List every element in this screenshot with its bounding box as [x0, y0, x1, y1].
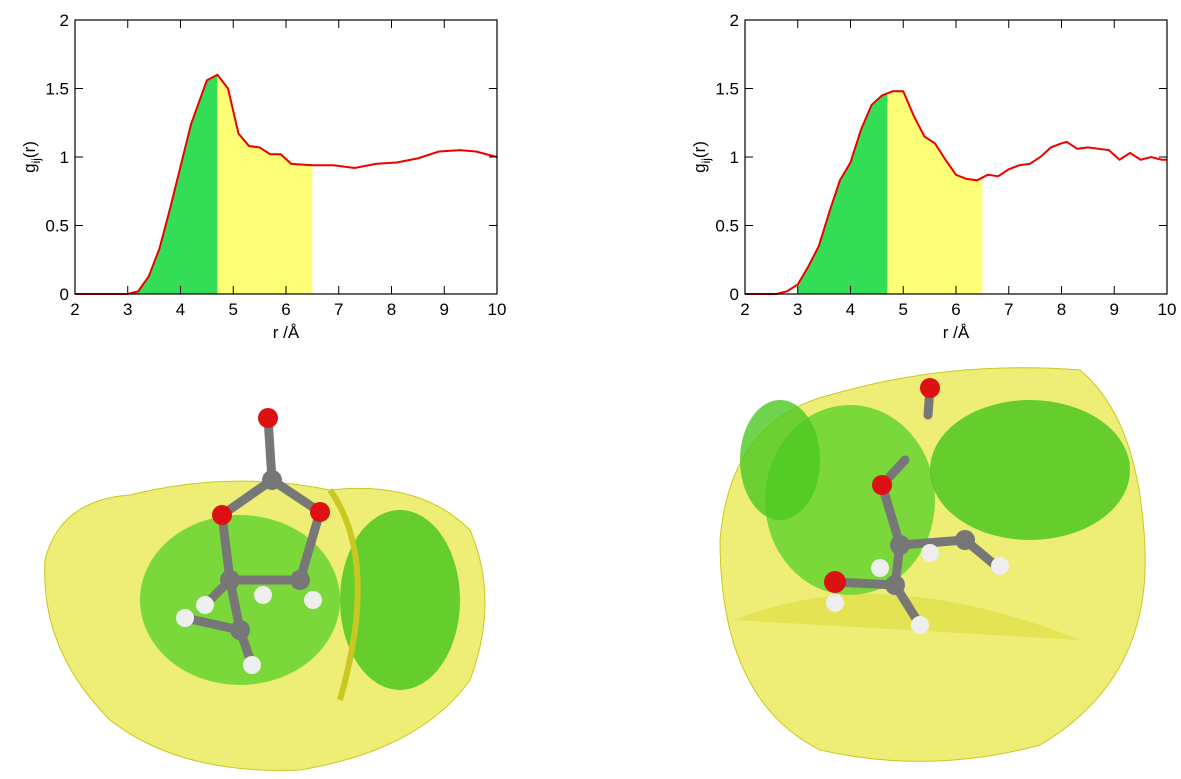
x-tick-label: 5 [229, 300, 238, 319]
y-axis-label-part: (r) [20, 141, 39, 158]
y-tick-label: 0 [60, 285, 69, 304]
molecule-render-right [719, 367, 1146, 762]
x-tick-label: 4 [846, 300, 855, 319]
x-tick-label: 2 [740, 300, 749, 319]
x-tick-label: 6 [951, 300, 960, 319]
y-axis-label: gij(r) [690, 141, 713, 173]
y-tick-label: 0.5 [45, 217, 69, 236]
y-tick-label: 1.5 [45, 80, 69, 99]
y-axis-label-part: g [20, 163, 39, 172]
shaded-region [797, 93, 888, 294]
x-tick-label: 9 [440, 300, 449, 319]
y-tick-label: 1.5 [715, 80, 739, 99]
x-tick-label: 10 [1158, 300, 1177, 319]
y-axis-label-part: g [690, 163, 709, 172]
x-tick-label: 2 [70, 300, 79, 319]
x-tick-label: 7 [1004, 300, 1013, 319]
shaded-region [887, 91, 983, 295]
rdf-line [745, 90, 1167, 295]
x-tick-label: 4 [176, 300, 185, 319]
x-tick-label: 8 [1057, 300, 1066, 319]
shaded-region [217, 74, 313, 294]
y-axis-label: gij(r) [20, 141, 43, 173]
x-tick-label: 6 [281, 300, 290, 319]
x-tick-label: 10 [488, 300, 507, 319]
y-tick-label: 1 [730, 148, 739, 167]
x-tick-label: 8 [387, 300, 396, 319]
y-tick-label: 2 [60, 11, 69, 30]
x-axis-label: r /Å [273, 323, 300, 342]
x-tick-label: 3 [123, 300, 132, 319]
y-tick-label: 1 [60, 148, 69, 167]
y-axis-label-part: ij [699, 158, 713, 163]
y-axis-label-part: (r) [690, 141, 709, 158]
rdf-line [75, 73, 498, 295]
shaded-region [127, 74, 218, 294]
x-tick-label: 5 [899, 300, 908, 319]
y-axis-label-part: ij [29, 158, 43, 163]
x-tick-label: 9 [1110, 300, 1119, 319]
chart: 2 3 4 5 6 7 8 9 10 0 0.5 1 1.5 2 r /Å gij(r) [690, 11, 1176, 342]
y-tick-label: 0.5 [715, 217, 739, 236]
molecule-render-left [44, 408, 486, 771]
x-axis-label: r /Å [943, 323, 970, 342]
y-tick-label: 2 [730, 11, 739, 30]
y-tick-label: 0 [730, 285, 739, 304]
chart: 2 3 4 5 6 7 8 9 10 0 0.5 1 1.5 2 r /Å gij(r) [20, 11, 506, 342]
x-tick-label: 7 [334, 300, 343, 319]
x-tick-label: 3 [793, 300, 802, 319]
